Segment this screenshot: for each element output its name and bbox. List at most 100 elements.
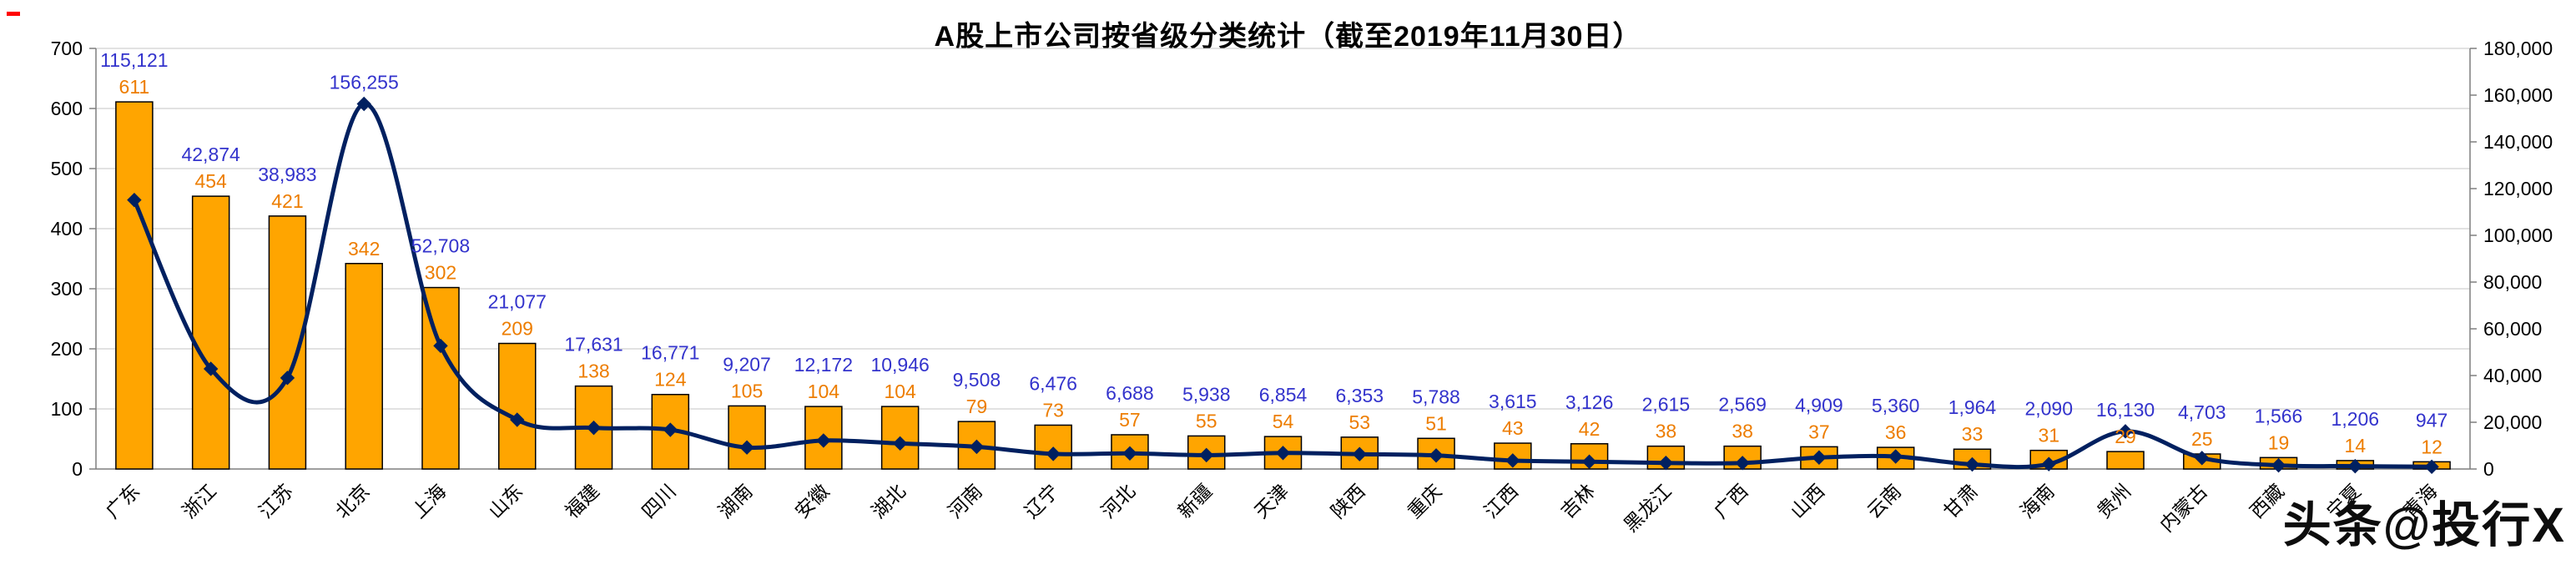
right-axis-tick-label: 100,000 [2483, 224, 2553, 246]
bar-value-label: 43 [1502, 417, 1524, 439]
line-marker [2041, 456, 2056, 472]
line-marker [1429, 448, 1444, 463]
line-value-label: 5,360 [1872, 395, 1920, 416]
left-axis-tick-label: 700 [51, 38, 83, 59]
bar [345, 263, 383, 470]
left-axis-tick-label: 500 [51, 158, 83, 179]
line-value-label: 12,172 [794, 354, 853, 376]
left-axis-tick-label: 400 [51, 218, 83, 240]
line-marker [1658, 455, 1674, 471]
right-axis-tick-label: 0 [2483, 458, 2494, 480]
right-axis-tick-label: 160,000 [2483, 84, 2553, 106]
bar-value-label: 51 [1425, 412, 1447, 434]
line-marker [1275, 446, 1291, 461]
x-axis-label: 陕西 [1327, 480, 1369, 522]
line-marker [433, 338, 448, 354]
bar [421, 286, 460, 470]
bar-value-label: 73 [1042, 399, 1064, 421]
bar-value-label: 342 [348, 238, 380, 260]
line-marker [586, 420, 602, 436]
line-value-label: 1,206 [2332, 408, 2380, 430]
line-marker [1505, 453, 1520, 468]
line-marker [1888, 449, 1903, 464]
line-value-label: 4,909 [1795, 394, 1843, 416]
bar-value-label: 209 [502, 318, 533, 340]
bar-value-label: 104 [808, 381, 840, 402]
bar-value-label: 37 [1808, 421, 1830, 442]
line-value-label: 2,569 [1718, 394, 1767, 416]
x-axis-label: 河北 [1097, 480, 1140, 522]
bar-value-label: 14 [2345, 435, 2367, 456]
bar-value-label: 611 [119, 76, 150, 98]
bar-value-label: 105 [731, 380, 763, 401]
bar-value-label: 31 [2038, 425, 2059, 446]
line-marker [1812, 450, 1827, 465]
watermark: 头条@投行X [2283, 486, 2566, 556]
right-axis-tick-label: 20,000 [2483, 411, 2542, 433]
x-axis-label: 四川 [638, 480, 680, 522]
line-marker [2118, 424, 2133, 439]
bar-value-label: 38 [1656, 421, 1677, 442]
line-value-label: 156,255 [330, 71, 399, 93]
line-marker [2271, 457, 2286, 473]
line-marker [127, 192, 142, 208]
red-corner-mark [7, 12, 20, 16]
left-axis-tick-label: 100 [51, 398, 83, 420]
bar-value-label: 79 [966, 396, 988, 417]
x-axis-label: 海南 [2016, 480, 2059, 522]
line-value-label: 21,077 [488, 291, 547, 313]
line-value-label: 16,771 [641, 342, 699, 364]
bar-value-label: 124 [654, 369, 687, 391]
bar-value-label: 38 [1732, 421, 1753, 442]
bar-value-label: 55 [1196, 410, 1217, 431]
bar-value-label: 454 [194, 170, 227, 192]
right-axis-tick-label: 60,000 [2483, 318, 2542, 340]
line-value-label: 3,615 [1489, 391, 1537, 412]
line-value-label: 10,946 [870, 354, 929, 376]
x-axis-label: 云南 [1863, 480, 1905, 522]
right-axis-tick-label: 140,000 [2483, 131, 2553, 153]
bar [191, 195, 230, 470]
x-axis-label: 黑龙江 [1620, 480, 1676, 536]
bar-value-label: 12 [2421, 436, 2442, 457]
x-axis-label: 山西 [1787, 480, 1829, 522]
line-marker [1199, 447, 1214, 463]
x-axis-label: 广西 [1710, 480, 1752, 522]
bar-value-label: 36 [1885, 421, 1907, 443]
x-axis-label: 贵州 [2093, 480, 2135, 522]
line-marker [1352, 446, 1367, 461]
right-axis-tick-label: 180,000 [2483, 38, 2553, 59]
x-axis-label: 湖北 [867, 480, 910, 522]
line-value-label: 5,788 [1412, 386, 1460, 407]
line-value-label: 947 [2416, 409, 2447, 431]
line-value-label: 9,508 [953, 369, 1001, 391]
line-value-label: 17,631 [564, 334, 623, 356]
line-marker [2424, 459, 2439, 475]
line-marker [739, 440, 754, 455]
line-marker [203, 361, 219, 376]
x-axis-label: 江西 [1480, 480, 1522, 522]
right-axis-tick-label: 80,000 [2483, 271, 2542, 293]
line-marker [1964, 456, 1980, 472]
line-marker [510, 412, 525, 427]
line-marker [356, 96, 371, 112]
line-value-label: 2,090 [2024, 398, 2073, 420]
x-axis-label: 河南 [944, 480, 986, 522]
bar-value-label: 421 [271, 190, 303, 212]
watermark-text: 头条@投行X [2282, 498, 2566, 552]
x-axis-label: 重庆 [1404, 480, 1446, 522]
line-value-label: 6,688 [1106, 382, 1154, 404]
x-axis-label: 山东 [484, 480, 527, 522]
line-marker [280, 371, 295, 386]
x-axis-label: 北京 [331, 480, 374, 522]
x-axis-label: 福建 [561, 480, 603, 522]
line-marker [1046, 446, 1061, 461]
bar [2106, 451, 2145, 470]
line-value-label: 42,874 [181, 144, 240, 165]
line-marker [2195, 451, 2210, 466]
bar-value-label: 53 [1348, 411, 1370, 433]
line-marker [1122, 446, 1137, 461]
right-axis-tick-label: 40,000 [2483, 365, 2542, 386]
